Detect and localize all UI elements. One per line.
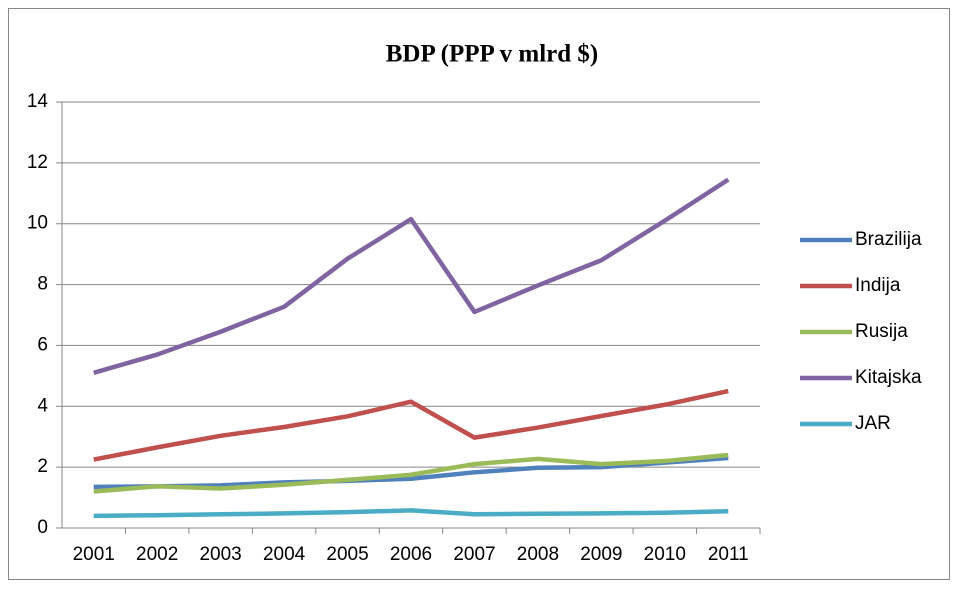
x-tick-label: 2006 [390,544,432,565]
y-tick-label: 14 [27,91,49,112]
y-tick-label: 6 [37,334,48,355]
legend-label: Rusija [855,321,908,342]
chart-border [8,8,950,580]
chart-title: BDP (PPP v mlrd $) [386,41,598,68]
legend-label: Indija [855,275,901,296]
y-tick-label: 2 [37,456,48,477]
y-tick-label: 8 [37,274,48,295]
x-tick-label: 2010 [644,544,686,565]
legend-label: Kitajska [855,367,922,388]
x-tick-label: 2011 [708,544,749,565]
x-tick-label: 2003 [199,544,241,565]
series-line [93,452,729,494]
x-tick-label: 2008 [517,544,559,565]
x-tick-label: 2009 [580,544,622,565]
series-line [93,508,729,519]
legend-label: Brazilija [855,229,922,250]
y-tick-label: 12 [27,152,48,173]
series-line [93,177,730,375]
x-tick-label: 2005 [326,544,368,565]
y-tick-label: 4 [37,395,48,416]
y-tick-label: 0 [37,517,48,538]
series-line [93,388,729,462]
x-tick-label: 2001 [73,544,115,565]
y-tick-label: 10 [27,213,48,234]
x-tick-label: 2004 [263,544,306,565]
x-tick-label: 2002 [136,544,178,565]
x-tick-label: 2007 [453,544,495,565]
legend-label: JAR [855,413,891,434]
